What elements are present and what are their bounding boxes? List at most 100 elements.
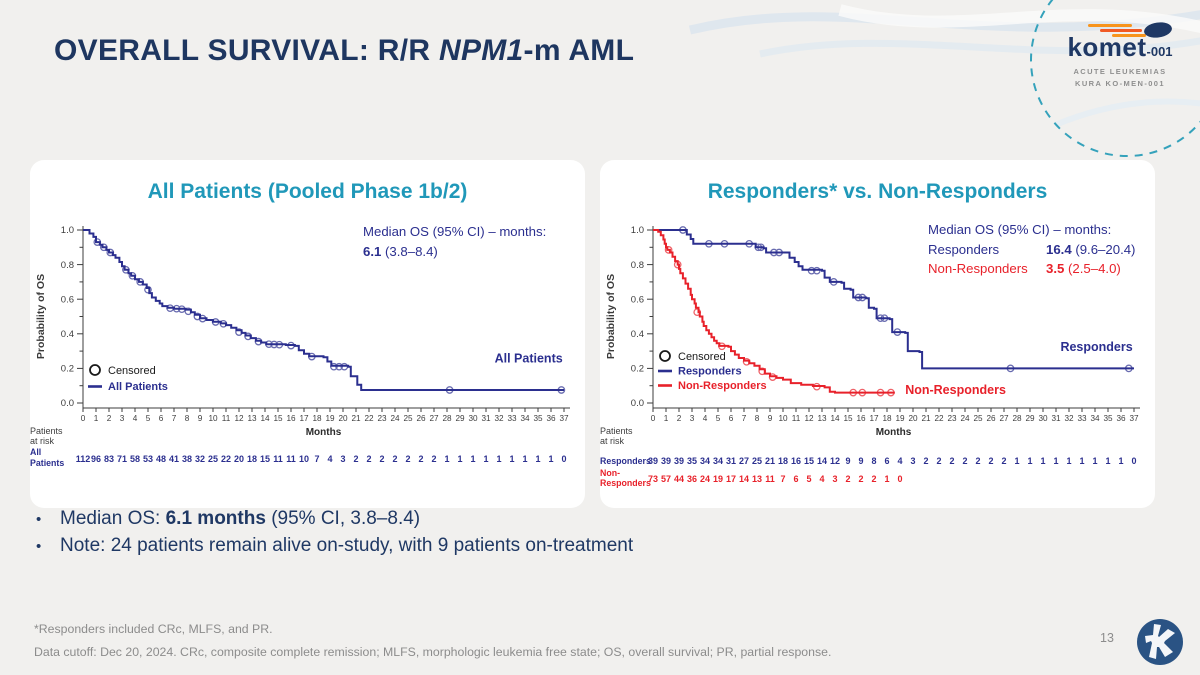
y-axis-label: Probability of OS xyxy=(35,274,47,359)
bullet-dot: • xyxy=(36,511,42,528)
median-os-annotation: Median OS (95% CI) – months: 6.1 (3.8–8.4… xyxy=(363,224,547,259)
logo-subtitle-2: KURA KO-MEN-001 xyxy=(1075,79,1165,88)
svg-text:2: 2 xyxy=(923,456,928,466)
svg-text:All: All xyxy=(30,447,41,457)
svg-text:36: 36 xyxy=(546,414,556,423)
svg-text:Responders: Responders xyxy=(600,478,651,488)
svg-text:18: 18 xyxy=(882,414,892,423)
svg-text:1: 1 xyxy=(1079,456,1084,466)
median-os-annotation: Median OS (95% CI) – months: Responders 16… xyxy=(928,222,1136,276)
title-prefix: OVERALL SURVIVAL: R/R xyxy=(54,34,439,67)
svg-text:20: 20 xyxy=(338,414,348,423)
svg-text:37: 37 xyxy=(1129,414,1139,423)
km-plot: 0.00.20.40.60.81.00 1 2 3 4 5 6 7 8 9 10 11 12 13 14 15… xyxy=(30,225,570,468)
svg-text:19: 19 xyxy=(713,474,723,484)
svg-text:0.8: 0.8 xyxy=(61,260,74,271)
logo-subtitle-1: ACUTE LEUKEMIAS xyxy=(1073,67,1167,76)
svg-text:11: 11 xyxy=(273,454,283,464)
svg-text:27: 27 xyxy=(739,456,749,466)
svg-text:24: 24 xyxy=(960,414,970,423)
svg-text:24: 24 xyxy=(700,474,710,484)
svg-text:35: 35 xyxy=(533,414,543,423)
svg-text:9: 9 xyxy=(198,414,203,423)
page-number: 13 xyxy=(1100,631,1114,645)
svg-text:27: 27 xyxy=(999,414,1009,423)
svg-text:15: 15 xyxy=(843,414,853,423)
svg-text:9: 9 xyxy=(845,456,850,466)
svg-text:18: 18 xyxy=(778,456,788,466)
svg-text:2: 2 xyxy=(1001,456,1006,466)
bullet-text: (95% CI, 3.8–8.4) xyxy=(265,508,421,529)
svg-text:0: 0 xyxy=(651,414,656,423)
svg-text:Censored: Censored xyxy=(678,351,726,363)
svg-text:96: 96 xyxy=(91,454,101,464)
svg-text:33: 33 xyxy=(507,414,517,423)
svg-text:19: 19 xyxy=(325,414,335,423)
svg-text:0: 0 xyxy=(1131,456,1136,466)
svg-text:0.2: 0.2 xyxy=(631,364,644,375)
svg-text:83: 83 xyxy=(104,454,114,464)
svg-text:39: 39 xyxy=(674,456,684,466)
km-chart-all-patients: 0.0 0.2 0.4 0.6 0.8 1.0 0 1 2 3 4 5 6 7 8 9 10 11 12 13 14 15… xyxy=(30,218,585,510)
svg-text:14: 14 xyxy=(739,474,749,484)
svg-text:1: 1 xyxy=(1014,456,1019,466)
svg-text:2: 2 xyxy=(975,456,980,466)
svg-text:0.6: 0.6 xyxy=(61,294,74,305)
bullet-bold: 6.1 months xyxy=(165,508,266,529)
svg-text:44: 44 xyxy=(674,474,684,484)
svg-text:14: 14 xyxy=(830,414,840,423)
svg-text:6: 6 xyxy=(793,474,798,484)
svg-text:18: 18 xyxy=(312,414,322,423)
svg-text:1: 1 xyxy=(1027,456,1032,466)
svg-text:33: 33 xyxy=(1077,414,1087,423)
legend: Censored All Patients xyxy=(88,364,168,393)
svg-text:35: 35 xyxy=(687,456,697,466)
svg-text:38: 38 xyxy=(182,454,192,464)
svg-text:20: 20 xyxy=(908,414,918,423)
svg-text:1.0: 1.0 xyxy=(61,225,74,236)
svg-text:All Patients: All Patients xyxy=(108,381,168,393)
svg-text:34: 34 xyxy=(1090,414,1100,423)
svg-text:7: 7 xyxy=(314,454,319,464)
svg-text:112: 112 xyxy=(76,454,91,464)
footnote-responders: *Responders included CRc, MLFS, and PR. xyxy=(34,622,273,636)
svg-text:14: 14 xyxy=(817,456,827,466)
svg-text:32: 32 xyxy=(494,414,504,423)
svg-text:12: 12 xyxy=(234,414,244,423)
svg-text:48: 48 xyxy=(156,454,166,464)
svg-text:2: 2 xyxy=(392,454,397,464)
svg-text:17: 17 xyxy=(726,474,736,484)
bullet-note: • Note: 24 patients remain alive on-stud… xyxy=(36,533,633,560)
svg-text:12: 12 xyxy=(804,414,814,423)
svg-text:2: 2 xyxy=(366,454,371,464)
svg-text:1: 1 xyxy=(535,454,540,464)
x-axis-label: Months xyxy=(876,427,912,438)
svg-text:5: 5 xyxy=(146,414,151,423)
svg-text:1: 1 xyxy=(509,454,514,464)
svg-text:4: 4 xyxy=(897,456,902,466)
svg-text:39: 39 xyxy=(661,456,671,466)
svg-text:27: 27 xyxy=(429,414,439,423)
svg-text:2: 2 xyxy=(988,456,993,466)
svg-text:3: 3 xyxy=(910,456,915,466)
svg-text:5: 5 xyxy=(716,414,721,423)
bullet-text: Note: 24 patients remain alive on-study,… xyxy=(60,535,634,556)
km-chart-responders: 0.0 0.2 0.4 0.6 0.8 1.0 0 1 2 3 4 5 6 7 8 9 10 11 12 13 14 15… xyxy=(600,218,1155,510)
svg-text:11: 11 xyxy=(286,454,296,464)
svg-text:21: 21 xyxy=(765,456,775,466)
svg-text:2: 2 xyxy=(418,454,423,464)
svg-text:4: 4 xyxy=(703,414,708,423)
svg-text:71: 71 xyxy=(117,454,127,464)
svg-text:20: 20 xyxy=(234,454,244,464)
curve-label-non-responders: Non-Responders xyxy=(905,383,1006,397)
kura-logo-icon xyxy=(1137,619,1183,665)
svg-text:16: 16 xyxy=(286,414,296,423)
svg-text:2: 2 xyxy=(353,454,358,464)
svg-text:Censored: Censored xyxy=(108,365,156,377)
svg-text:4: 4 xyxy=(819,474,824,484)
svg-text:58: 58 xyxy=(130,454,140,464)
svg-text:6: 6 xyxy=(884,456,889,466)
